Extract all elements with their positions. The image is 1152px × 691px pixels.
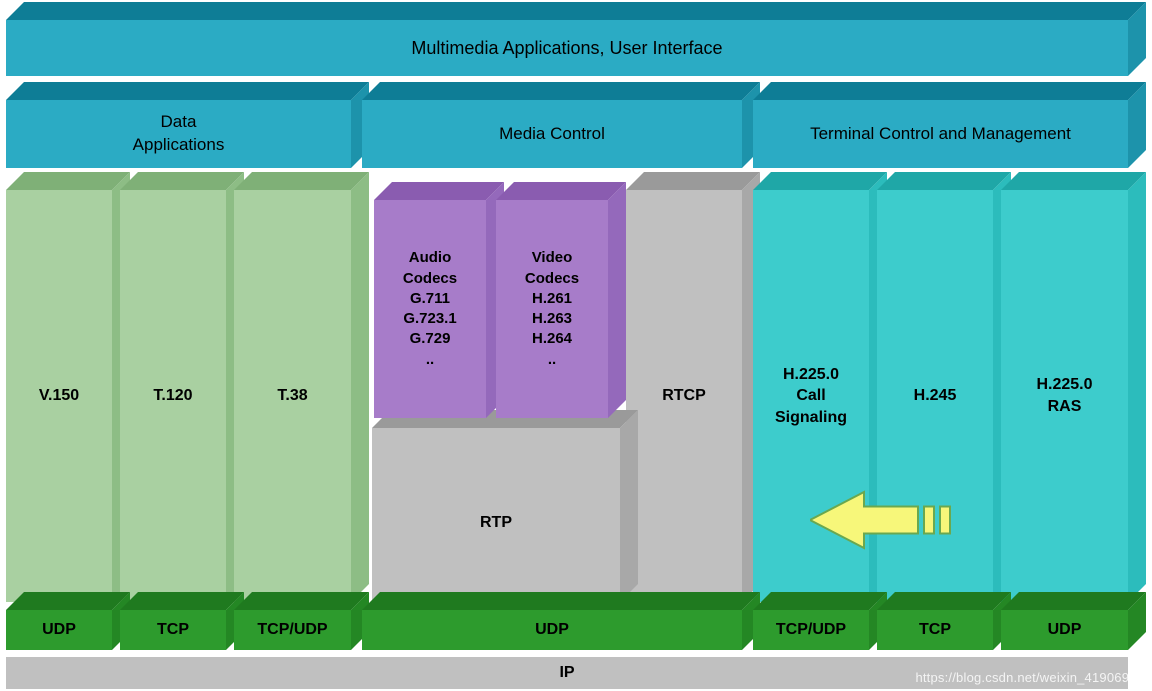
trans-tcp1: TCP — [120, 610, 226, 650]
term-h225-ras-label: H.225.0 RAS — [1001, 190, 1128, 602]
header-terminal-label: Terminal Control and Management — [753, 100, 1128, 168]
trans-tcpudp2: TCP/UDP — [753, 610, 869, 650]
media-rtcp: RTCP — [626, 190, 742, 602]
trans-udp1: UDP — [6, 610, 112, 650]
media-rtp-label: RTP — [372, 428, 620, 602]
trans-udp2: UDP — [362, 610, 742, 650]
trans-udp3: UDP — [1001, 610, 1128, 650]
trans-udp2-label: UDP — [362, 610, 742, 650]
header-top-label: Multimedia Applications, User Interface — [6, 20, 1128, 76]
codec-video-label: Video Codecs H.261 H.263 H.264 .. — [496, 200, 608, 418]
trans-udp3-label: UDP — [1001, 610, 1128, 650]
data-t38-label: T.38 — [234, 190, 351, 602]
trans-tcpudp1: TCP/UDP — [234, 610, 351, 650]
data-t120-label: T.120 — [120, 190, 226, 602]
data-t38: T.38 — [234, 190, 351, 602]
header-top: Multimedia Applications, User Interface — [6, 20, 1128, 76]
trans-udp1-label: UDP — [6, 610, 112, 650]
trans-tcp1-label: TCP — [120, 610, 226, 650]
codec-video: Video Codecs H.261 H.263 H.264 .. — [496, 200, 608, 418]
data-v150: V.150 — [6, 190, 112, 602]
media-rtcp-label: RTCP — [626, 190, 742, 602]
trans-tcpudp1-label: TCP/UDP — [234, 610, 351, 650]
header-data: Data Applications — [6, 100, 351, 168]
header-terminal: Terminal Control and Management — [753, 100, 1128, 168]
codec-audio: Audio Codecs G.711 G.723.1 G.729 .. — [374, 200, 486, 418]
watermark-text: https://blog.csdn.net/weixin_41906943 — [915, 670, 1144, 685]
pointer-arrow — [810, 490, 960, 550]
term-h225-ras: H.225.0 RAS — [1001, 190, 1128, 602]
header-media-label: Media Control — [362, 100, 742, 168]
header-data-label: Data Applications — [6, 100, 351, 168]
trans-tcp2-label: TCP — [877, 610, 993, 650]
data-t120: T.120 — [120, 190, 226, 602]
trans-tcpudp2-label: TCP/UDP — [753, 610, 869, 650]
media-rtp: RTP — [372, 428, 620, 602]
header-media: Media Control — [362, 100, 742, 168]
codec-audio-label: Audio Codecs G.711 G.723.1 G.729 .. — [374, 200, 486, 418]
data-v150-label: V.150 — [6, 190, 112, 602]
diagram-stage: Multimedia Applications, User Interface D… — [0, 0, 1152, 691]
trans-tcp2: TCP — [877, 610, 993, 650]
